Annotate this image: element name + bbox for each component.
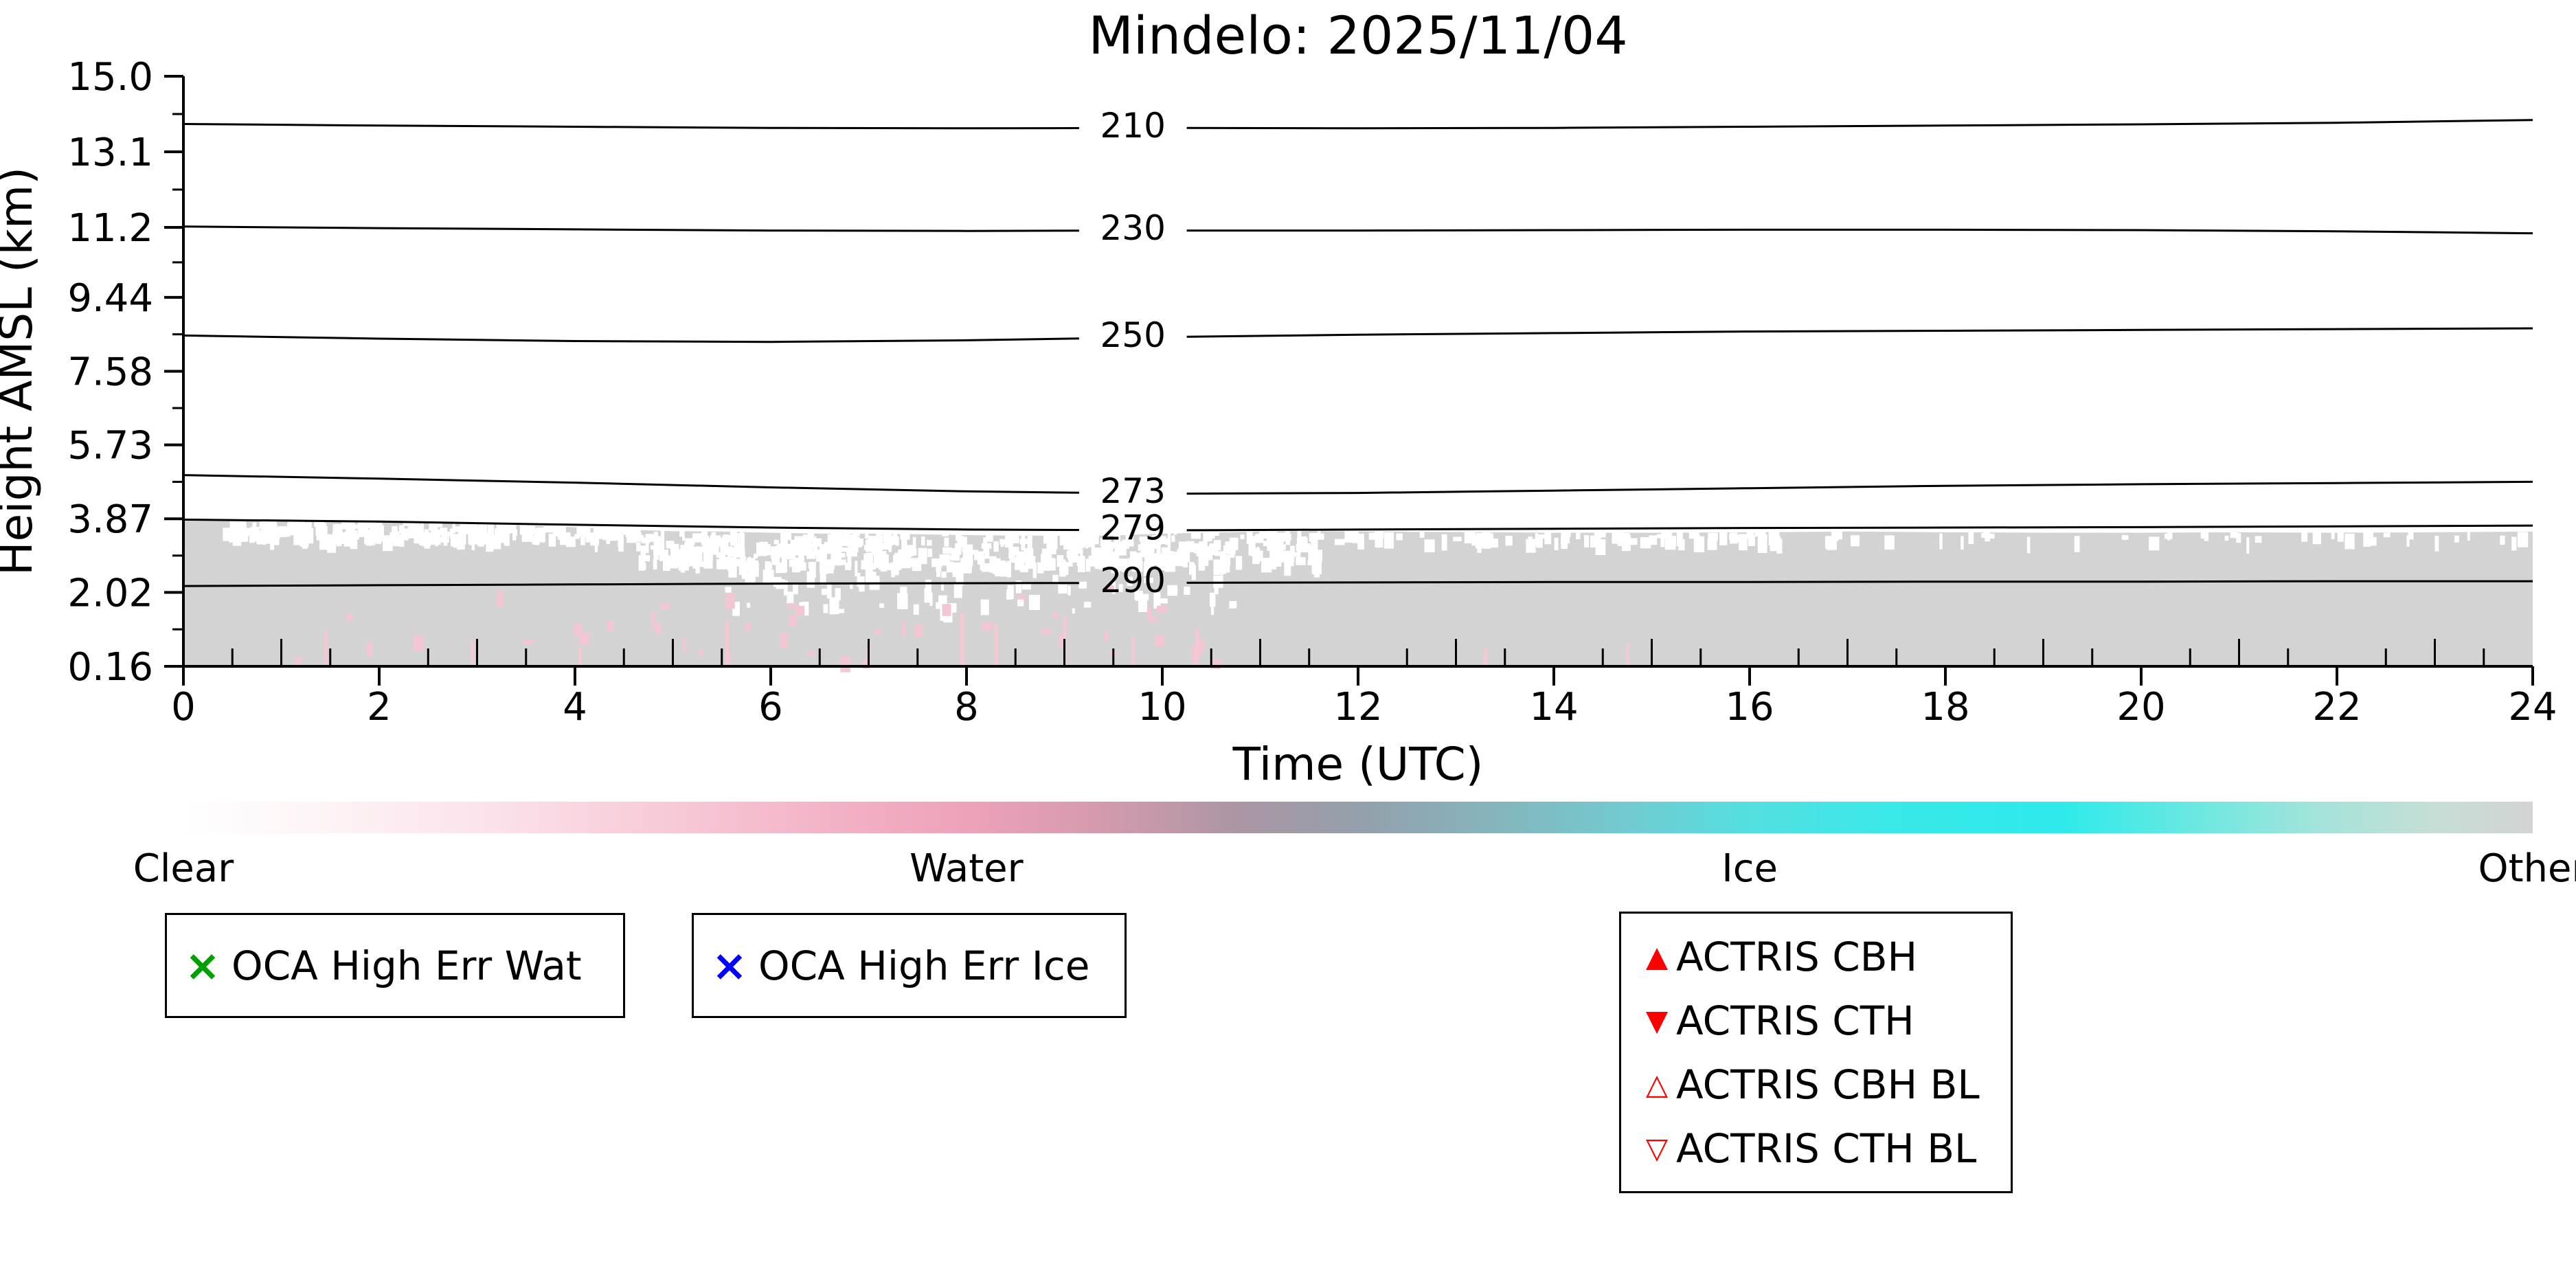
triangle-up-filled-icon: ▲ <box>1645 939 1669 973</box>
precip-strip <box>725 621 729 666</box>
contour-label-210: 210 <box>1100 106 1165 146</box>
contour-label-230: 230 <box>1100 208 1165 248</box>
precip-strip <box>1195 629 1199 666</box>
y-tick-label: 13.1 <box>67 131 153 175</box>
x-tick-label: 4 <box>563 685 587 730</box>
contour-label-250: 250 <box>1100 315 1165 355</box>
contour-250 <box>1186 327 2533 338</box>
legend-actris-cth-label: ACTRIS CTH <box>1676 997 1914 1044</box>
precip-strip <box>1625 642 1629 666</box>
x-tick-label: 2 <box>367 685 392 730</box>
x-tick-label: 18 <box>1921 685 1969 730</box>
legend-actris-cbh-bl-label: ACTRIS CBH BL <box>1676 1061 1980 1108</box>
x-tick-label: 20 <box>2116 685 2165 730</box>
classification-other-region <box>183 519 2533 666</box>
colorbar-label-water: Water <box>909 846 1024 891</box>
x-tick-label: 10 <box>1138 685 1186 730</box>
legend-actris-cbh-bl: △ ACTRIS CBH BL <box>1638 1061 1980 1108</box>
precip-strip <box>471 641 475 666</box>
precip-strip <box>960 613 964 666</box>
colorbar-label-clear: Clear <box>133 846 234 891</box>
contour-273 <box>183 474 1079 494</box>
y-tick-label: 15.0 <box>67 55 153 100</box>
triangle-up-open-icon: △ <box>1645 1067 1669 1101</box>
legend-actris-cbh-label: ACTRIS CBH <box>1676 933 1918 980</box>
colorbar-label-ice: Ice <box>1721 846 1778 891</box>
y-tick-label: 2.02 <box>67 571 153 615</box>
precip-strip <box>578 648 583 666</box>
contour-230 <box>1186 228 2533 235</box>
precip-strip <box>1131 637 1136 666</box>
legend-actris-cth-bl-label: ACTRIS CTH BL <box>1676 1125 1977 1172</box>
contour-290 <box>183 582 1079 587</box>
x-tick-label: 0 <box>171 685 196 730</box>
legend-oca-high-err-wat: × OCA High Err Wat <box>165 913 625 1018</box>
contour-250 <box>183 334 1079 343</box>
chart-title: Mindelo: 2025/11/04 <box>1088 5 1627 66</box>
y-axis-label: Height AMSL (km) <box>0 167 43 576</box>
contour-label-279: 279 <box>1100 508 1165 547</box>
legend-actris: ▲ ACTRIS CBH ▼ ACTRIS CTH △ ACTRIS CBH B… <box>1619 912 2013 1193</box>
contour-273 <box>1186 480 2533 495</box>
legend-actris-cbh: ▲ ACTRIS CBH <box>1638 934 1917 980</box>
triangle-down-filled-icon: ▼ <box>1645 1003 1669 1037</box>
y-tick-label: 9.44 <box>67 276 153 321</box>
phase-colorbar <box>183 802 2533 833</box>
contour-290 <box>1186 580 2533 584</box>
y-tick-label: 3.87 <box>67 497 153 542</box>
x-tick-label: 12 <box>1333 685 1382 730</box>
contour-210 <box>1186 119 2533 130</box>
x-tick-label: 14 <box>1529 685 1578 730</box>
legend-oca-high-err-ice: × OCA High Err Ice <box>692 913 1127 1018</box>
contour-210 <box>183 123 1079 130</box>
legend-oca-wat-label: OCA High Err Wat <box>231 942 582 989</box>
x-tick-label: 16 <box>1725 685 1774 730</box>
y-tick-label: 11.2 <box>67 206 153 251</box>
contour-label-290: 290 <box>1100 561 1165 600</box>
precip-strip <box>1484 648 1488 666</box>
legend-oca-ice-label: OCA High Err Ice <box>758 942 1090 989</box>
precip-strip <box>994 624 998 666</box>
x-tick-label: 24 <box>2508 685 2557 730</box>
contour-230 <box>183 225 1079 232</box>
contour-279 <box>1186 524 2533 532</box>
triangle-down-open-icon: ▽ <box>1645 1131 1669 1165</box>
colorbar-label-other: Other <box>2478 846 2576 891</box>
x-axis-label: Time (UTC) <box>1232 738 1484 791</box>
contour-279 <box>183 518 1079 531</box>
x-tick-label: 8 <box>954 685 979 730</box>
x-marker-green: × <box>185 940 221 991</box>
colorbar-labels: Clear Water Ice Other <box>133 846 2576 894</box>
legend-actris-cth: ▼ ACTRIS CTH <box>1638 997 1914 1044</box>
x-marker-blue: × <box>712 940 747 991</box>
y-tick-label: 7.58 <box>67 350 153 395</box>
x-tick-label: 22 <box>2312 685 2361 730</box>
x-tick-label: 6 <box>758 685 783 730</box>
precip-strip <box>324 631 328 666</box>
legend-actris-cth-bl: ▽ ACTRIS CTH BL <box>1638 1125 1976 1172</box>
y-tick-label: 0.16 <box>67 645 153 690</box>
y-tick-label: 5.73 <box>67 424 153 468</box>
contour-label-273: 273 <box>1100 471 1165 511</box>
